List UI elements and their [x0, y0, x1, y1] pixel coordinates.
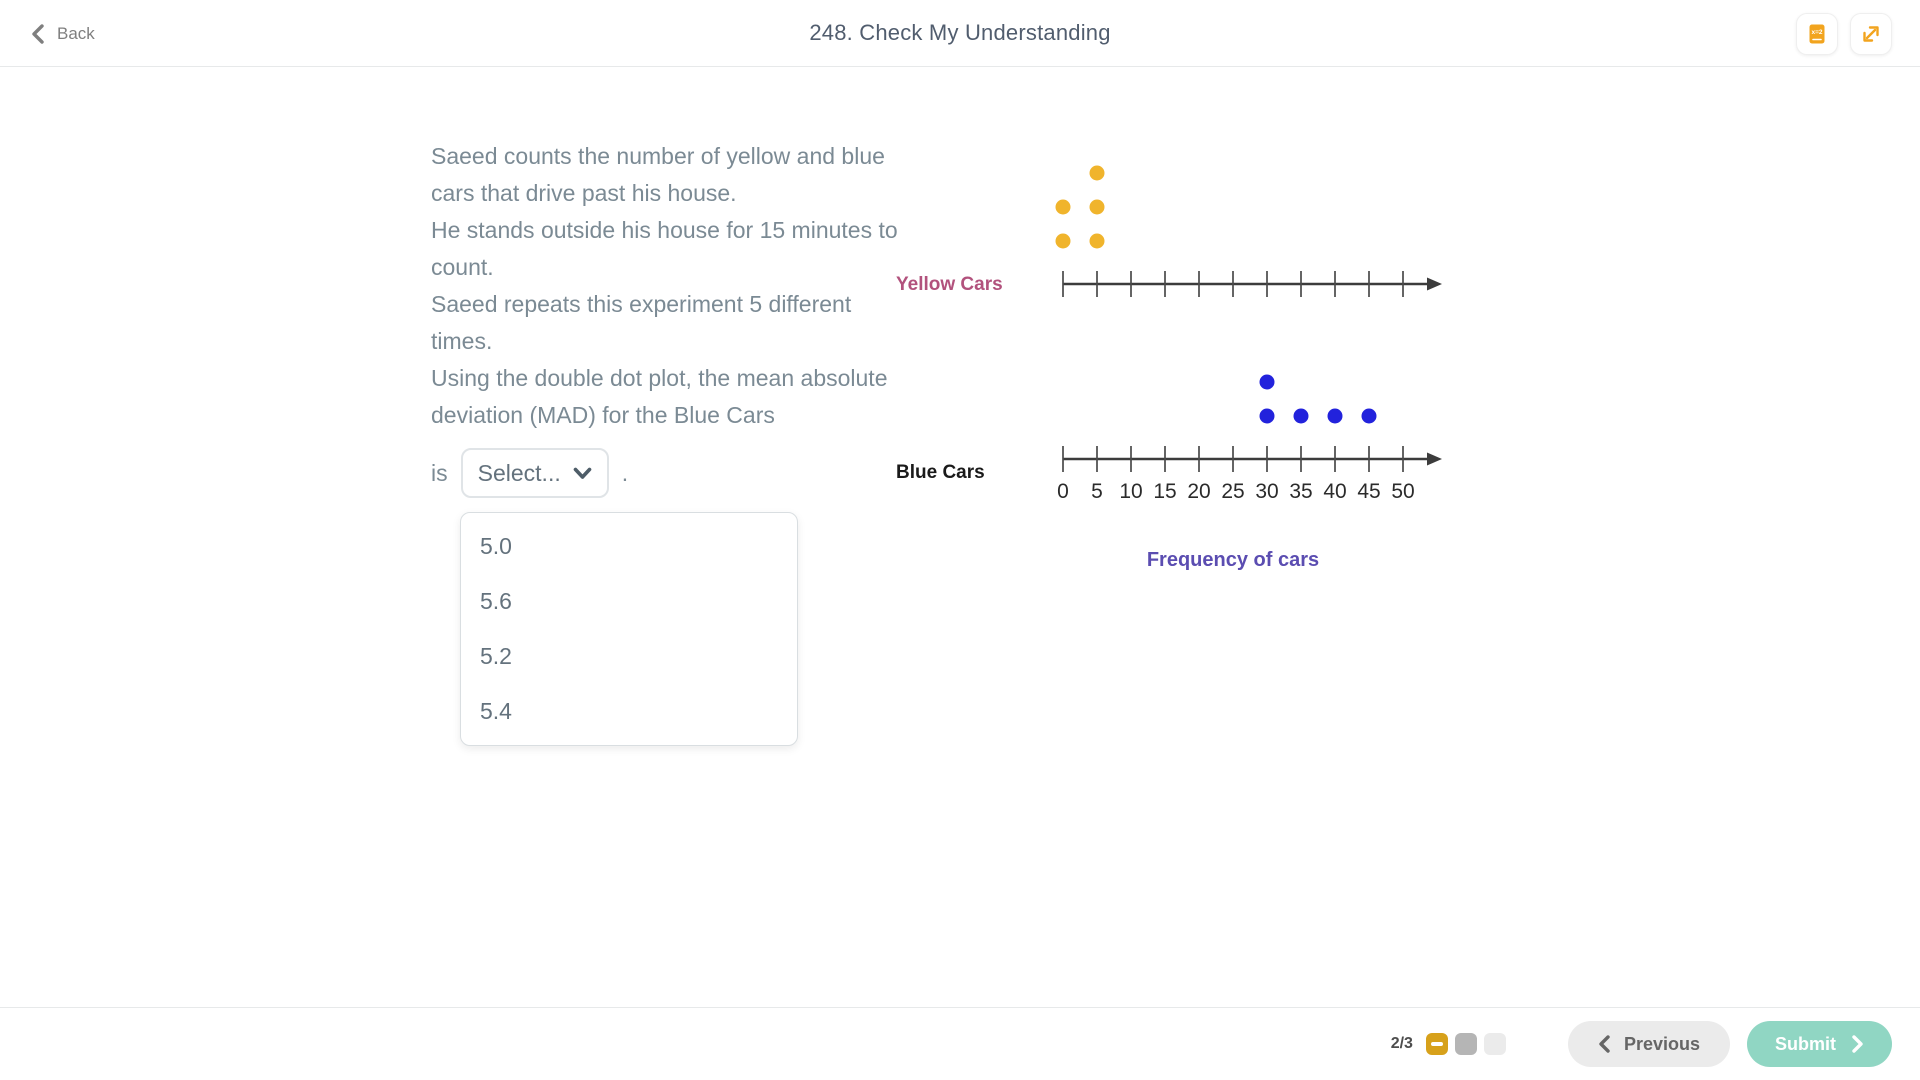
data-dot: [1089, 165, 1105, 181]
tick-label: 25: [1221, 480, 1244, 503]
chevron-down-icon: [573, 467, 592, 479]
tick-label: 45: [1357, 480, 1380, 503]
tick-label: 50: [1391, 480, 1414, 503]
tick-label: 40: [1323, 480, 1346, 503]
axis-arrowhead: [1427, 277, 1442, 291]
question-line: Using the double dot plot, the mean abso…: [431, 365, 888, 428]
question-line: Saeed counts the number of yellow and bl…: [431, 143, 885, 206]
top-bar: Back 248. Check My Understanding x=2: [0, 0, 1920, 67]
data-dot: [1089, 233, 1105, 249]
question-line: Saeed repeats this experiment 5 differen…: [431, 291, 852, 354]
progress-square-3[interactable]: [1483, 1033, 1506, 1055]
submit-label: Submit: [1775, 1033, 1836, 1054]
chevron-right-icon: [1852, 1035, 1863, 1053]
double-dot-plot: Yellow Cars Blue Cars 0 5 10 15 20 25 30 35 40 45 50…: [890, 130, 1470, 595]
tick-label: 35: [1289, 480, 1312, 503]
answer-prefix: is: [431, 459, 448, 486]
tick-label: 20: [1187, 480, 1210, 503]
dropdown-options-panel: 5.0 5.6 5.2 5.4: [460, 512, 798, 746]
back-button[interactable]: Back: [30, 0, 95, 67]
formula-book-button[interactable]: x=2: [1796, 13, 1838, 55]
question-line: He stands outside his house for 15 minut…: [431, 217, 898, 280]
fullscreen-button[interactable]: [1850, 13, 1892, 55]
data-dot: [1055, 199, 1071, 215]
answer-row: is Select... .: [431, 448, 901, 498]
data-dot: [1259, 408, 1275, 424]
previous-label: Previous: [1623, 1033, 1700, 1054]
data-dot: [1089, 199, 1105, 215]
answer-suffix: .: [621, 459, 629, 486]
progress-squares: [1425, 1033, 1506, 1055]
progress-square-1[interactable]: [1425, 1033, 1448, 1055]
dropdown-option[interactable]: 5.6: [480, 588, 512, 614]
series-label: Blue Cars: [896, 462, 985, 483]
minus-icon: [1430, 1042, 1443, 1046]
data-dot: [1361, 408, 1377, 424]
data-dot: [1259, 374, 1275, 390]
data-dot: [1055, 233, 1071, 249]
page-title: 248. Check My Understanding: [809, 20, 1111, 45]
dropdown-option[interactable]: 5.4: [480, 698, 512, 724]
answer-dropdown-value: Select...: [477, 459, 561, 486]
axis-arrowhead: [1427, 452, 1442, 466]
progress-label: 2/3: [1390, 1035, 1413, 1052]
tick-label: 15: [1153, 480, 1176, 503]
chevron-left-icon: [1599, 1035, 1610, 1053]
progress-square-2[interactable]: [1454, 1033, 1477, 1055]
svg-text:x=2: x=2: [1811, 29, 1822, 36]
dot-plot-svg: Yellow Cars Blue Cars 0 5 10 15 20 25 30 35 40 45 50…: [896, 165, 1442, 571]
back-label: Back: [57, 23, 95, 43]
formula-book-icon: x=2: [1809, 24, 1825, 44]
topbar-actions: x=2: [1796, 13, 1892, 55]
chevron-left-icon: [32, 23, 44, 44]
tick-label: 5: [1091, 480, 1103, 503]
bottom-bar: 2/3 Previous Submit: [0, 1007, 1920, 1080]
tick-label: 30: [1255, 480, 1278, 503]
dropdown-option[interactable]: 5.2: [480, 643, 512, 669]
series-label: Yellow Cars: [896, 274, 1003, 295]
tick-label: 0: [1057, 480, 1069, 503]
data-dot: [1293, 408, 1309, 424]
previous-button[interactable]: Previous: [1567, 1021, 1730, 1067]
submit-button[interactable]: Submit: [1747, 1021, 1892, 1067]
tick-label: 10: [1119, 480, 1142, 503]
expand-arrows-icon: [1863, 26, 1879, 42]
question-block: Saeed counts the number of yellow and bl…: [431, 138, 901, 498]
answer-dropdown[interactable]: Select...: [460, 448, 609, 498]
question-text: Saeed counts the number of yellow and bl…: [431, 138, 901, 434]
data-dot: [1327, 408, 1343, 424]
progress-group: 2/3: [1391, 1033, 1506, 1055]
dropdown-option[interactable]: 5.0: [480, 533, 512, 559]
x-axis-title: Frequency of cars: [1147, 549, 1319, 571]
